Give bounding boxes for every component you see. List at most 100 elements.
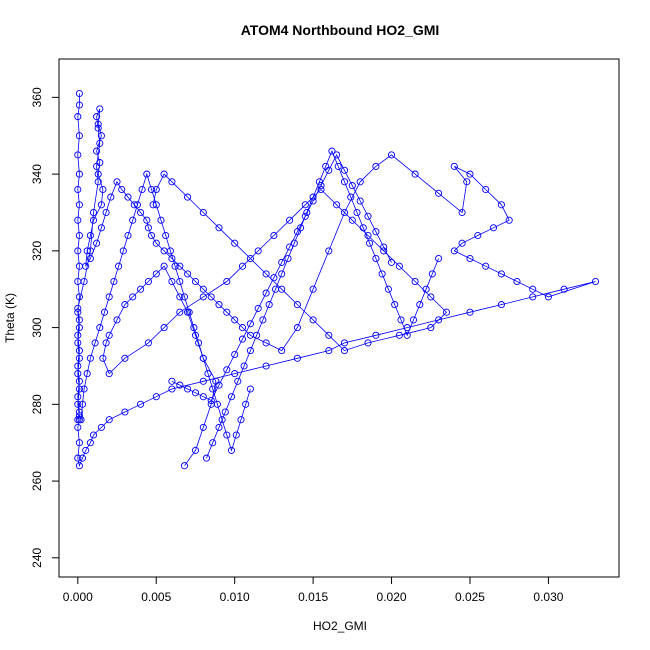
data-point bbox=[144, 224, 152, 232]
data-point bbox=[560, 285, 568, 293]
data-point bbox=[227, 446, 236, 454]
data-point bbox=[391, 301, 399, 309]
data-point bbox=[180, 462, 189, 470]
data-point bbox=[96, 105, 104, 113]
data-point bbox=[176, 293, 184, 301]
data-point bbox=[387, 151, 396, 159]
data-point bbox=[168, 377, 176, 385]
data-point bbox=[286, 216, 294, 224]
data-point bbox=[97, 423, 105, 431]
data-point bbox=[96, 324, 104, 332]
data-point bbox=[209, 385, 217, 393]
data-point bbox=[121, 354, 129, 362]
data-point bbox=[227, 393, 236, 401]
data-point bbox=[278, 270, 286, 278]
data-point bbox=[180, 293, 189, 301]
data-point bbox=[340, 339, 349, 347]
data-point bbox=[100, 308, 109, 316]
data-point bbox=[74, 308, 82, 316]
data-point bbox=[191, 446, 200, 454]
data-point bbox=[168, 277, 176, 286]
data-point bbox=[74, 216, 82, 224]
data-point bbox=[463, 178, 471, 186]
data-point bbox=[347, 193, 355, 201]
data-point bbox=[246, 385, 254, 393]
data-point bbox=[143, 216, 151, 224]
data-point bbox=[309, 285, 317, 293]
data-point bbox=[340, 347, 349, 355]
x-axis: 0.000 0.005 0.010 0.015 0.020 0.025 0.030 bbox=[63, 576, 564, 604]
data-point bbox=[160, 324, 168, 332]
data-point bbox=[152, 270, 160, 278]
data-point bbox=[162, 231, 170, 240]
data-point bbox=[91, 339, 99, 347]
data-point bbox=[384, 285, 392, 293]
data-point bbox=[99, 185, 107, 194]
data-point bbox=[74, 400, 82, 408]
data-point bbox=[82, 446, 90, 454]
series-line bbox=[77, 93, 596, 468]
data-point bbox=[107, 193, 115, 201]
data-point bbox=[74, 393, 82, 401]
y-axis-label: Theta (K) bbox=[3, 293, 17, 343]
data-point bbox=[234, 377, 242, 385]
data-point bbox=[89, 208, 98, 217]
data-point bbox=[82, 262, 90, 270]
series-line bbox=[80, 172, 251, 452]
data-point bbox=[356, 178, 364, 186]
data-point bbox=[199, 293, 207, 301]
data-point bbox=[591, 277, 600, 286]
data-point bbox=[89, 216, 98, 224]
data-point bbox=[458, 239, 466, 247]
data-point bbox=[202, 454, 211, 462]
data-point bbox=[237, 416, 245, 424]
data-point bbox=[544, 293, 552, 301]
data-point bbox=[185, 308, 193, 316]
data-point bbox=[466, 170, 474, 178]
data-point bbox=[428, 270, 436, 278]
data-point bbox=[75, 201, 83, 209]
data-point bbox=[113, 178, 121, 186]
data-point bbox=[184, 193, 192, 201]
data-point bbox=[215, 423, 223, 431]
data-point bbox=[372, 254, 380, 263]
data-point bbox=[147, 185, 156, 194]
data-point bbox=[74, 339, 82, 347]
data-point bbox=[74, 331, 82, 339]
data-point bbox=[215, 381, 223, 389]
data-point bbox=[168, 385, 176, 393]
data-point bbox=[89, 431, 98, 439]
x-tick-label: 0.010 bbox=[220, 590, 250, 604]
data-point bbox=[93, 113, 101, 121]
data-point bbox=[110, 277, 118, 286]
data-point bbox=[359, 224, 367, 232]
data-point bbox=[278, 347, 286, 355]
data-point bbox=[74, 304, 82, 312]
series-line bbox=[102, 173, 448, 466]
data-point bbox=[262, 289, 270, 297]
data-point bbox=[333, 201, 341, 209]
data-point bbox=[242, 400, 250, 408]
data-point bbox=[231, 370, 239, 378]
data-point bbox=[309, 316, 317, 324]
data-point bbox=[144, 339, 152, 347]
data-point bbox=[209, 439, 217, 447]
data-point bbox=[325, 331, 333, 339]
data-point bbox=[144, 277, 152, 286]
data-point bbox=[427, 293, 435, 301]
data-point bbox=[442, 308, 451, 316]
x-tick-label: 0.025 bbox=[455, 590, 485, 604]
data-point bbox=[497, 301, 505, 309]
data-point bbox=[75, 101, 83, 109]
x-tick-label: 0.030 bbox=[533, 590, 563, 604]
data-point bbox=[482, 185, 490, 194]
data-point bbox=[74, 151, 82, 159]
data-point bbox=[86, 254, 94, 263]
data-point bbox=[75, 89, 83, 98]
data-point bbox=[74, 454, 82, 462]
data-point bbox=[176, 308, 184, 316]
data-point bbox=[301, 212, 309, 220]
data-point bbox=[191, 277, 200, 286]
y-axis: 240 260 280 300 320 340 360 bbox=[30, 87, 60, 568]
